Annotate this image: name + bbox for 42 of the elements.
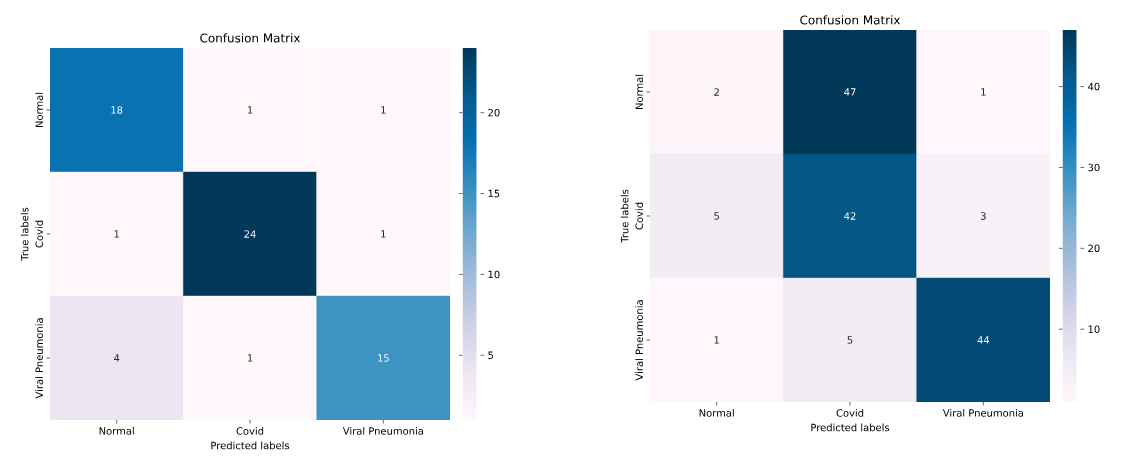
y-tick-label: Normal bbox=[35, 92, 43, 128]
data-label: 1 bbox=[381, 106, 386, 114]
data-label: 1 bbox=[981, 88, 986, 96]
data-label: 3 bbox=[980, 212, 986, 220]
data-label: 1 bbox=[114, 230, 119, 238]
x-tick-label: Normal bbox=[99, 427, 134, 435]
x-tick-label: Viral Pneumonia bbox=[942, 409, 1023, 417]
color-bar-label: 30 bbox=[1088, 163, 1100, 172]
color-bar-label: 5 bbox=[488, 351, 494, 359]
data-label: 4 bbox=[113, 354, 120, 362]
data-label: 15 bbox=[378, 354, 389, 362]
data-label: 2 bbox=[714, 88, 719, 96]
data-label: 1 bbox=[247, 354, 253, 362]
data-label: 42 bbox=[844, 212, 856, 220]
x-tick-label: Normal bbox=[699, 409, 734, 417]
data-label: 1 bbox=[381, 230, 386, 238]
x-tick-label: Covid bbox=[836, 409, 864, 417]
x-axis-title: Predicted labels bbox=[811, 423, 890, 432]
data-label: 47 bbox=[844, 88, 856, 96]
chart-title: Confusion Matrix bbox=[200, 33, 301, 43]
y-axis-title: True labels bbox=[20, 207, 29, 261]
x-tick-label: Covid bbox=[236, 427, 264, 435]
x-tick-label: Viral Pneumonia bbox=[342, 427, 423, 435]
y-tick-label: Covid bbox=[635, 202, 643, 230]
data-label: 44 bbox=[977, 336, 990, 344]
y-tick-label: Normal bbox=[635, 74, 643, 110]
chart-title: Confusion Matrix bbox=[800, 15, 901, 25]
color-bar-label: 20 bbox=[1088, 244, 1100, 253]
y-tick-label: Covid bbox=[35, 220, 43, 248]
color-bar-label: 15 bbox=[488, 189, 500, 198]
y-axis-title: True labels bbox=[620, 189, 629, 243]
x-axis-title: Predicted labels bbox=[211, 441, 290, 450]
color-bar-label: 40 bbox=[1088, 82, 1100, 91]
data-label: 1 bbox=[714, 336, 719, 344]
color-bar-label: 20 bbox=[488, 108, 500, 117]
color-bar-label: 10 bbox=[1088, 325, 1100, 333]
data-label: 18 bbox=[111, 106, 123, 114]
data-label: 24 bbox=[244, 230, 256, 238]
color-bar-label: 10 bbox=[488, 270, 500, 279]
data-label: 5 bbox=[847, 336, 853, 344]
data-label: 1 bbox=[247, 106, 253, 114]
data-label: 5 bbox=[714, 212, 719, 220]
